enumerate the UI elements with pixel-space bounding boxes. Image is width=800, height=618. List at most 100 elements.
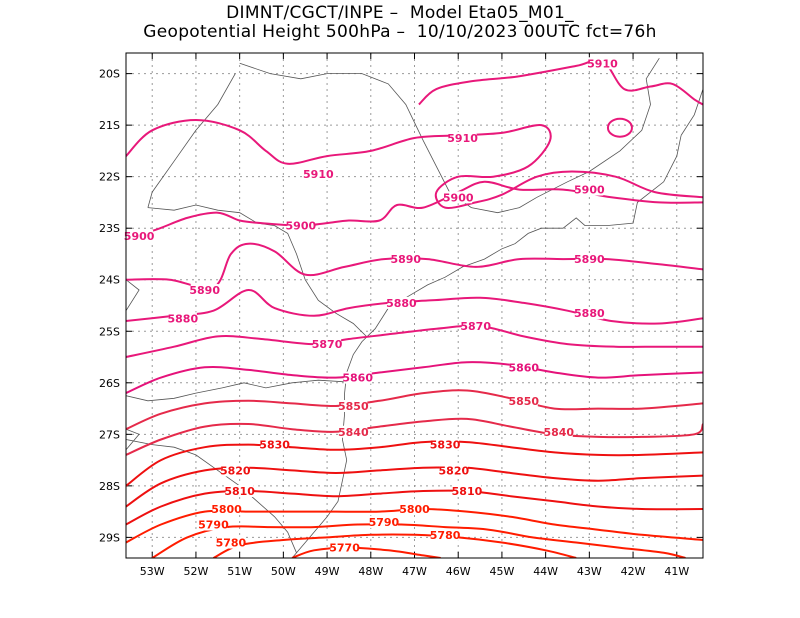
contour-label: 5910 [303, 168, 334, 181]
contour-label: 5890 [390, 253, 421, 266]
contour-label: 5770 [329, 542, 360, 555]
contour-label: 5880 [574, 307, 605, 320]
contour-label-bg [216, 536, 245, 549]
coastline-segment [680, 88, 704, 136]
map-frame [125, 52, 704, 559]
lat-tick-label: 24S [99, 274, 120, 287]
closed-contour [606, 117, 633, 138]
coastline-segment [536, 57, 660, 198]
contour-label: 5890 [574, 253, 605, 266]
contour-label-bg [431, 438, 460, 451]
contour-label-bg [260, 438, 289, 451]
title-line-2: Geopotential Height 500hPa – 10/10/2023 … [143, 22, 657, 42]
contour-label: 5810 [224, 485, 255, 498]
contour-label: 5780 [216, 537, 247, 550]
coastline-segment [239, 62, 538, 214]
contour-label-bg [431, 528, 460, 541]
lon-tick-label: 47W [402, 565, 427, 578]
lon-tick-label: 43W [577, 565, 602, 578]
chart-title: DIMNT/CGCT/INPE – Model Eta05_M01_ Geopo… [0, 4, 800, 42]
contour-label-bg [400, 503, 429, 516]
contour-label: 5910 [447, 132, 478, 145]
contour-label: 5900 [443, 191, 474, 204]
contour-label: 5900 [574, 184, 605, 197]
contour-label-bg [125, 229, 154, 242]
lat-tick-label: 26S [99, 377, 120, 390]
lon-tick-label: 46W [446, 565, 471, 578]
contour-label-bg [286, 219, 315, 232]
lon-tick-label: 41W [664, 565, 689, 578]
contour-label-bg [575, 307, 604, 320]
contour-label-bg [448, 132, 477, 145]
lon-tick-label: 53W [140, 565, 165, 578]
lon-tick-label: 44W [533, 565, 558, 578]
lon-tick-label: 42W [621, 565, 646, 578]
isoheight-contour [126, 118, 703, 209]
contour-label: 5830 [430, 439, 461, 452]
contour-label-bg [452, 485, 481, 498]
contour-label-bg [221, 464, 250, 477]
contour-label: 5840 [543, 426, 574, 439]
contour-label: 5870 [312, 338, 343, 351]
lat-tick-label: 28S [99, 480, 120, 493]
contour-label-bg [313, 338, 342, 351]
lat-tick-label: 20S [99, 68, 120, 81]
isoheight-contour [126, 440, 703, 487]
coastline-segment [147, 204, 367, 337]
contour-label: 5790 [198, 519, 229, 532]
contour-label-bg [339, 399, 368, 412]
isoheight-contour [126, 324, 703, 358]
lat-tick-label: 22S [99, 171, 120, 184]
isoheight-contour [126, 389, 703, 431]
isoheight-contour [212, 533, 577, 558]
isoheight-contour [126, 180, 703, 235]
contour-label: 5870 [460, 320, 491, 333]
lon-tick-label: 52W [184, 565, 209, 578]
contour-label-bg [461, 320, 490, 333]
contour-label: 5840 [338, 426, 369, 439]
isoheight-contour [126, 361, 703, 395]
contour-labels: 5910 5910 5910 5900 5900 5900 5900 5890 5890 5890… [124, 57, 618, 555]
contour-label-bg [509, 361, 538, 374]
coastline-segment [147, 73, 236, 208]
contour-label: 5820 [439, 464, 470, 477]
contour-label: 5820 [220, 464, 251, 477]
lon-tick-label: 49W [315, 565, 340, 578]
coastline-segment [291, 135, 682, 559]
contour-label: 5910 [587, 57, 618, 70]
contour-label-bg [225, 485, 254, 498]
contour-label-bg [199, 518, 228, 531]
contour-label: 5800 [399, 503, 430, 516]
lat-tick-label: 25S [99, 325, 120, 338]
contour-label-bg [575, 253, 604, 266]
contour-label: 5860 [508, 361, 539, 374]
contour-label: 5850 [508, 395, 539, 408]
contour-label-bg [439, 464, 468, 477]
contour-label-bg [588, 57, 617, 70]
contour-label: 5880 [168, 312, 199, 325]
contour-label-bg [190, 284, 219, 297]
contour-label-bg [444, 191, 473, 204]
contour-label: 5850 [338, 400, 369, 413]
lon-tick-label: 48W [358, 565, 383, 578]
latitude-tick-labels: 20S 21S 22S 23S 24S 25S 26S 27S 28S 29S [99, 68, 120, 545]
isoheight-contour [126, 417, 703, 456]
contour-label-bg [575, 183, 604, 196]
contour-label: 5780 [430, 529, 461, 542]
contour-lines [126, 58, 703, 558]
lat-tick-label: 21S [99, 119, 120, 132]
contour-label-bg [330, 541, 359, 554]
contour-label: 5900 [124, 230, 155, 243]
contour-label-bg [387, 296, 416, 309]
lon-tick-label: 51W [227, 565, 252, 578]
contour-label: 5790 [369, 516, 400, 529]
contour-label: 5810 [452, 485, 483, 498]
lon-tick-label: 45W [489, 565, 514, 578]
contour-label-bg [168, 312, 197, 325]
contour-label: 5890 [189, 284, 220, 297]
contour-label-bg [212, 503, 241, 516]
coastline-segment [125, 279, 140, 311]
lat-tick-label: 23S [99, 222, 120, 235]
contour-label: 5830 [259, 439, 290, 452]
